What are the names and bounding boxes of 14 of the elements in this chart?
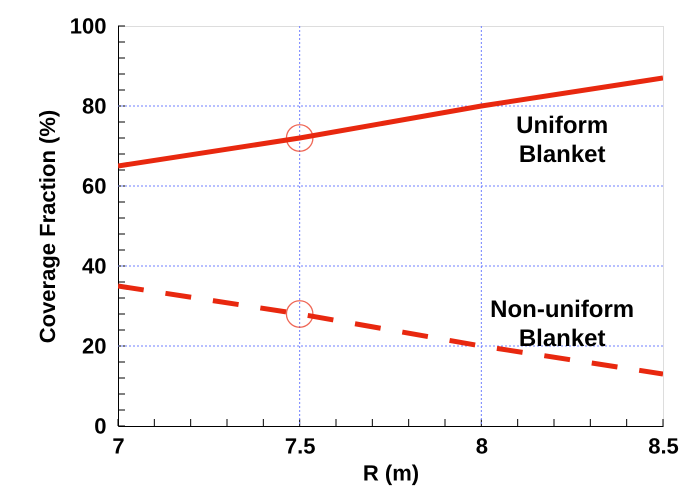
y-tick-label: 0 (94, 414, 106, 438)
x-axis-title: R (m) (362, 460, 420, 486)
x-tick-label: 7.5 (284, 434, 316, 458)
y-tick-label: 100 (70, 14, 106, 38)
y-tick-label: 60 (82, 174, 106, 198)
series-label: Uniform Blanket (516, 112, 608, 168)
x-tick-label: 7 (112, 434, 125, 458)
x-tick-label: 8 (476, 434, 488, 458)
y-tick-label: 40 (82, 254, 106, 278)
y-tick-label: 20 (82, 334, 106, 358)
series-label: Non-uniform Blanket (490, 296, 634, 352)
y-axis-title: Coverage Fraction (%) (34, 110, 60, 344)
y-tick-label: 80 (82, 94, 106, 118)
x-tick-label: 8.5 (648, 434, 679, 458)
